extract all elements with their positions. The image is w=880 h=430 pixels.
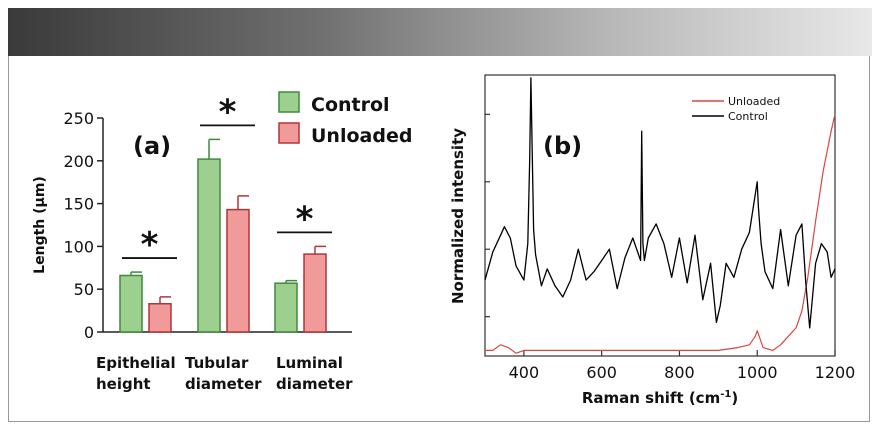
bar-control xyxy=(119,274,143,333)
bar-unloaded xyxy=(226,208,250,333)
panel-a-legend: Control Unloaded xyxy=(278,91,412,147)
bar-control xyxy=(274,282,298,333)
x-tick-label: 800 xyxy=(664,363,695,382)
panel-b: (b) Normalized intensity Raman shift (cm… xyxy=(449,74,856,407)
legend-label-control-b: Control xyxy=(728,110,768,123)
y-tick-label: 50 xyxy=(74,280,94,299)
panel-a: (a) Length (µm) Control Unloaded 0 50 100 1… xyxy=(32,91,412,393)
y-tick-label: 100 xyxy=(63,237,94,256)
x-tick-label: 600 xyxy=(586,363,617,382)
y-tick-label: 0 xyxy=(84,323,94,342)
significance-star: * xyxy=(219,92,237,132)
x-axis-title-main: Raman shift (cm xyxy=(582,389,720,407)
significance-star: * xyxy=(296,199,314,239)
category-label: diameter xyxy=(276,375,353,393)
category-label: Tubular xyxy=(185,354,249,372)
panel-a-category-labels: Epithelial height Tubular diameter Luminal di… xyxy=(96,354,353,393)
bar-unloaded xyxy=(148,303,172,333)
category-label: diameter xyxy=(185,375,262,393)
series-line-control xyxy=(484,77,836,329)
panel-b-axes: 400 600 800 1000 1200 xyxy=(485,113,856,382)
legend-swatch-unloaded xyxy=(278,122,300,144)
x-axis-title-superscript: -1 xyxy=(720,389,731,400)
y-tick-label: 150 xyxy=(63,195,94,214)
legend-swatch-control xyxy=(278,91,300,113)
x-tick-label: 1000 xyxy=(737,363,778,382)
legend-label-control: Control xyxy=(311,94,390,116)
header-banner xyxy=(8,8,872,56)
bar-control xyxy=(197,158,221,333)
x-axis-title-close: ) xyxy=(731,389,738,407)
panel-a-bars xyxy=(119,138,327,333)
figure-frame xyxy=(8,56,870,422)
series-line-unloaded xyxy=(485,114,836,354)
panel-b-y-axis-title: Normalized intensity xyxy=(449,128,467,304)
panel-b-x-axis-title: Raman shift (cm-1) xyxy=(582,389,738,407)
y-tick-label: 250 xyxy=(63,109,94,128)
category-label: height xyxy=(96,375,151,393)
panel-b-label: (b) xyxy=(543,132,582,160)
panel-a-y-axis-title: Length (µm) xyxy=(32,176,48,274)
x-tick-label: 1200 xyxy=(815,363,856,382)
category-label: Epithelial xyxy=(96,354,176,372)
legend-label-unloaded-b: Unloaded xyxy=(728,95,780,108)
panel-a-label: (a) xyxy=(133,132,171,160)
x-tick-label: 400 xyxy=(509,363,540,382)
category-label: Luminal xyxy=(276,354,343,372)
panel-a-significance: * * * xyxy=(122,92,332,265)
significance-star: * xyxy=(141,225,159,265)
panel-b-legend: Unloaded Control xyxy=(692,95,780,123)
bar-unloaded xyxy=(303,253,327,333)
panel-b-plot-box xyxy=(484,74,836,357)
legend-label-unloaded: Unloaded xyxy=(311,125,412,147)
y-tick-label: 200 xyxy=(63,152,94,171)
panel-b-series xyxy=(484,77,836,354)
